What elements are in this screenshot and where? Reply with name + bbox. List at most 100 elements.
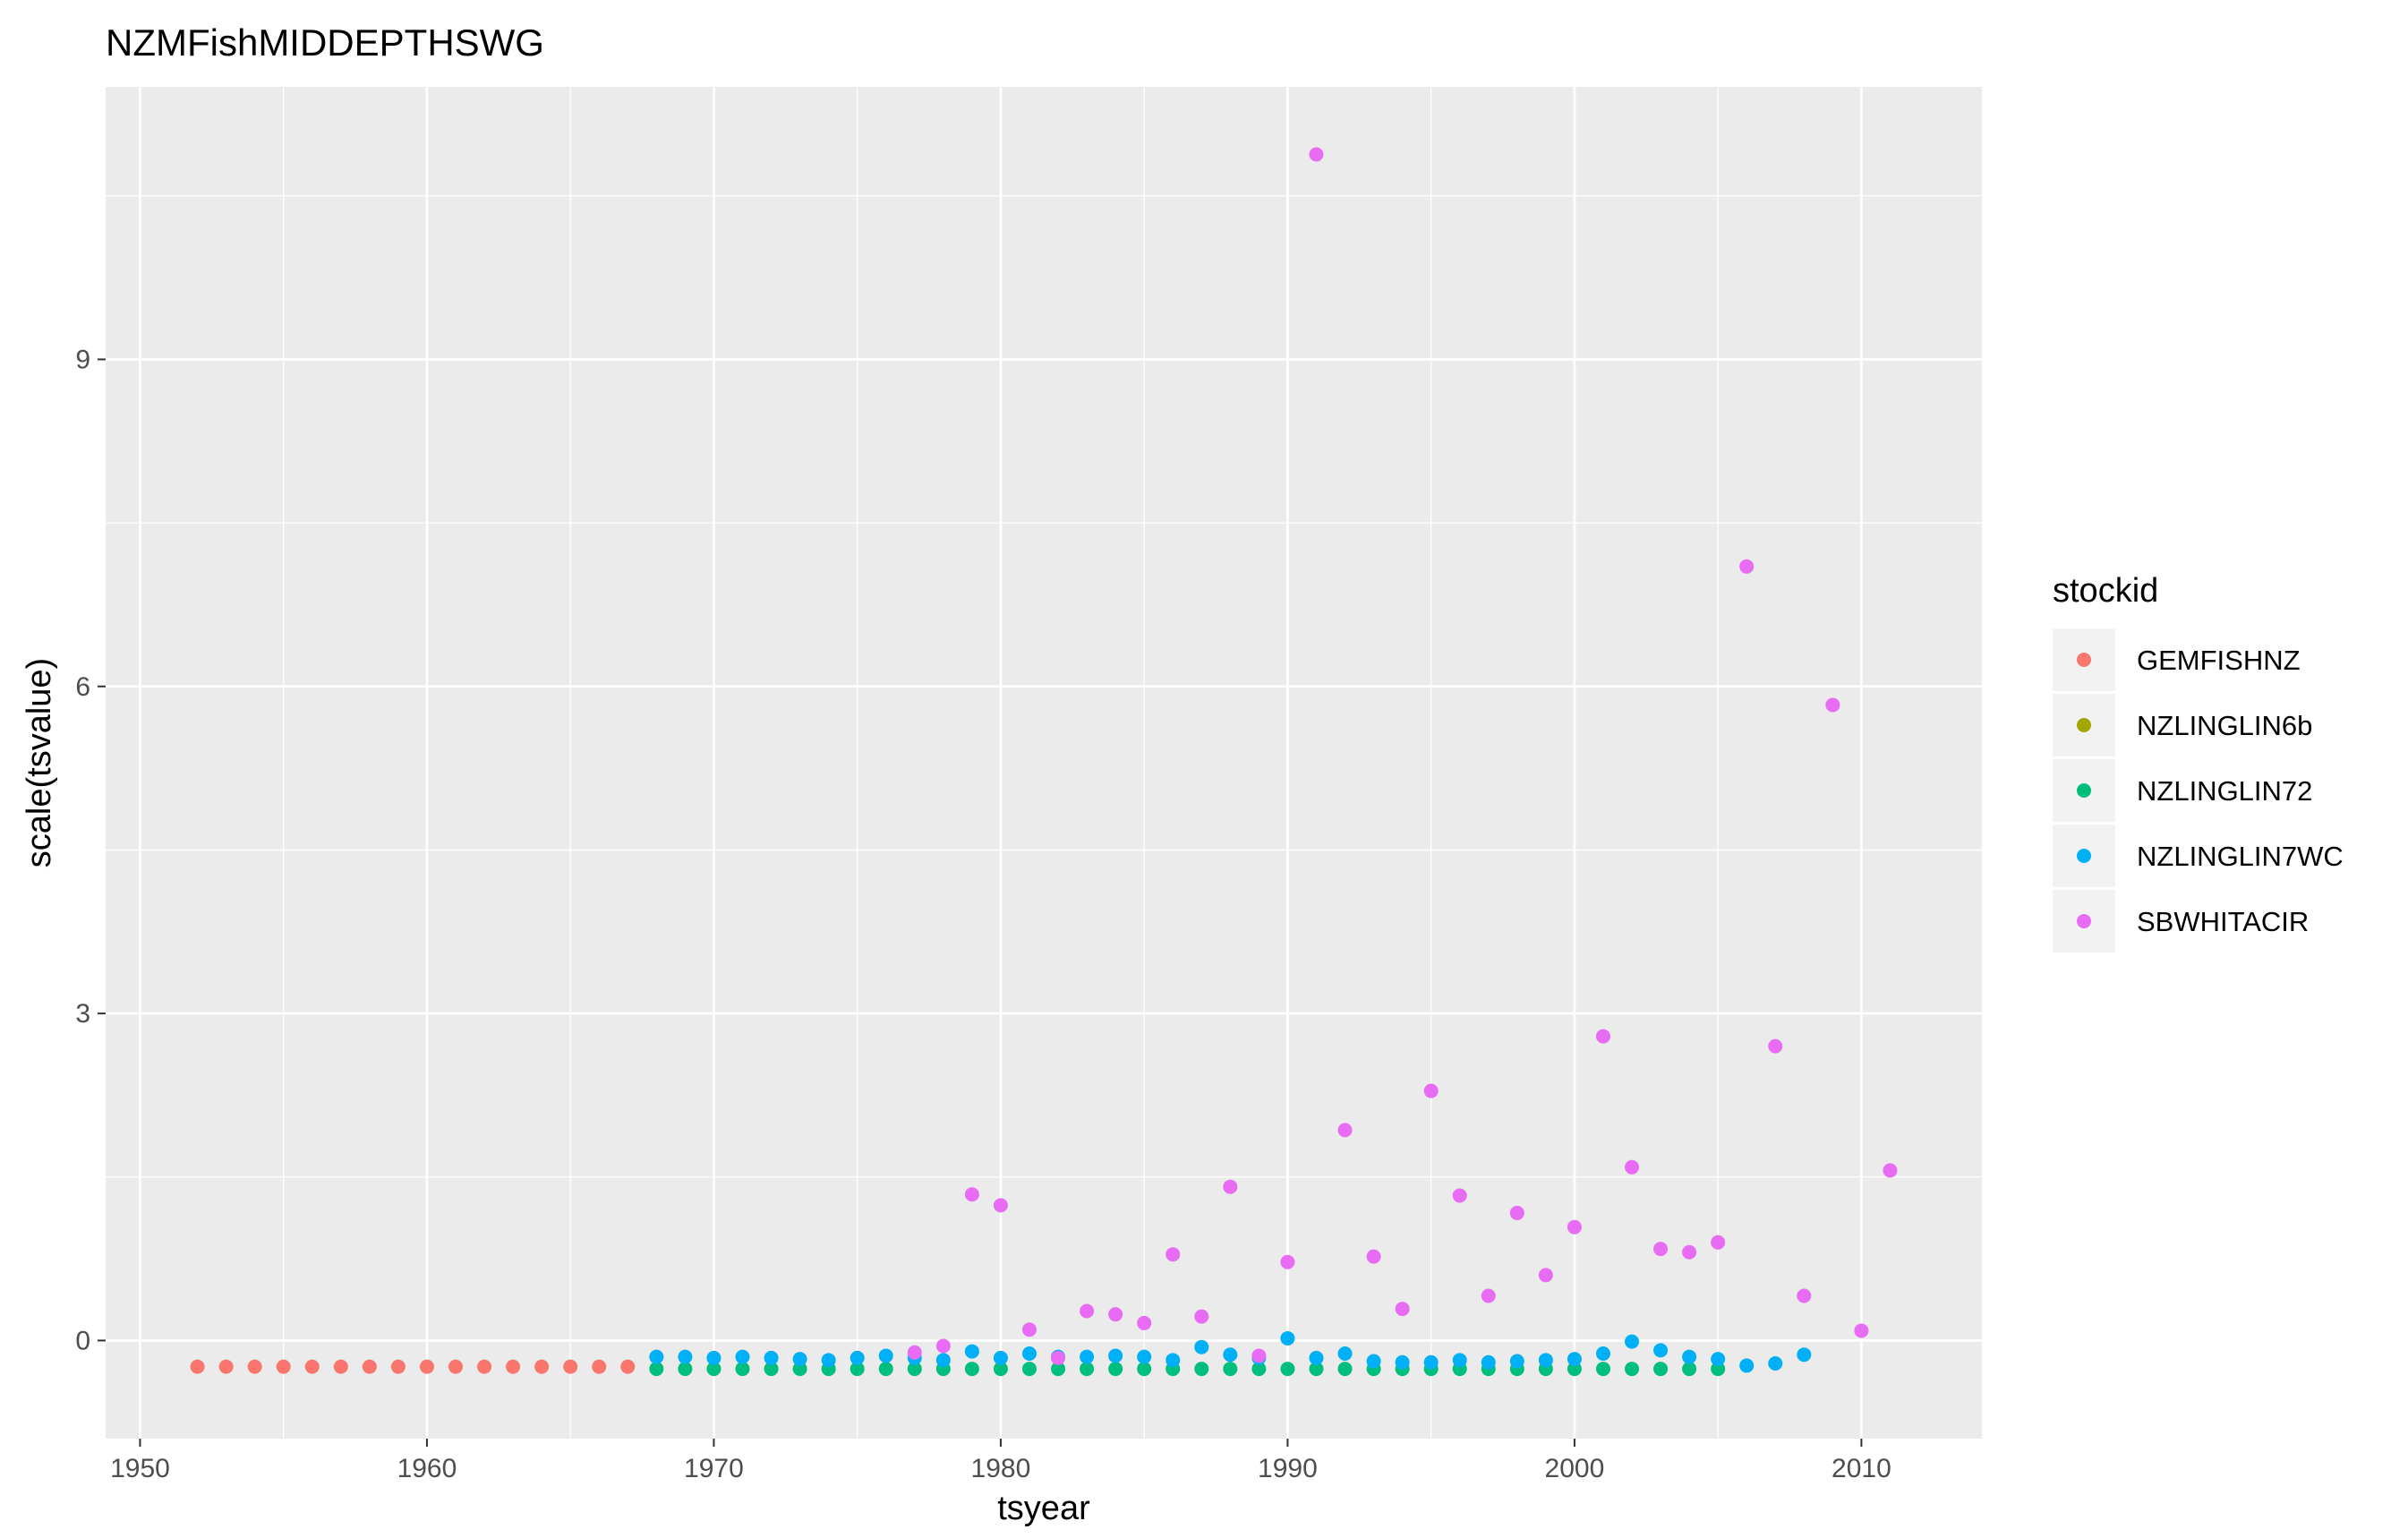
- point-sbwhitacir: [1625, 1159, 1640, 1175]
- point-nzlinglin72: [678, 1362, 693, 1377]
- point-nzlinglin72: [993, 1362, 1008, 1377]
- legend-symbol: [2077, 718, 2091, 732]
- point-nzlinglin7wc: [1768, 1355, 1783, 1371]
- point-nzlinglin7wc: [1108, 1348, 1123, 1363]
- point-nzlinglin7wc: [1653, 1343, 1669, 1358]
- point-gemfishnz: [247, 1359, 262, 1374]
- point-sbwhitacir: [1739, 559, 1755, 574]
- point-nzlinglin7wc: [993, 1350, 1008, 1365]
- point-nzlinglin7wc: [1337, 1346, 1353, 1362]
- point-sbwhitacir: [1797, 1288, 1812, 1303]
- point-sbwhitacir: [1682, 1244, 1697, 1260]
- point-nzlinglin7wc: [878, 1348, 893, 1363]
- legend-symbol: [2077, 653, 2091, 667]
- point-gemfishnz: [190, 1359, 205, 1374]
- point-nzlinglin7wc: [1137, 1349, 1152, 1364]
- point-sbwhitacir: [1137, 1315, 1152, 1330]
- point-gemfishnz: [218, 1359, 234, 1374]
- point-sbwhitacir: [1595, 1029, 1610, 1044]
- point-nzlinglin7wc: [1309, 1350, 1324, 1365]
- point-nzlinglin7wc: [821, 1353, 836, 1368]
- point-sbwhitacir: [1366, 1249, 1381, 1264]
- point-sbwhitacir: [1337, 1123, 1353, 1138]
- point-sbwhitacir: [1653, 1242, 1669, 1257]
- x-tick-label: 2010: [1832, 1454, 1891, 1483]
- point-sbwhitacir: [1021, 1322, 1037, 1337]
- legend-symbol: [2077, 914, 2091, 928]
- point-sbwhitacir: [993, 1198, 1008, 1213]
- point-nzlinglin72: [1021, 1362, 1037, 1377]
- point-sbwhitacir: [1509, 1205, 1524, 1220]
- point-nzlinglin72: [792, 1362, 807, 1377]
- legend: stockid GEMFISHNZ NZLINGLIN6b NZLINGLIN72 N…: [2053, 572, 2344, 953]
- point-nzlinglin7wc: [678, 1349, 693, 1364]
- point-gemfishnz: [506, 1359, 521, 1374]
- y-tick-label: 3: [75, 999, 90, 1029]
- point-nzlinglin7wc: [1595, 1346, 1610, 1362]
- point-nzlinglin72: [1251, 1362, 1267, 1377]
- legend-label: GEMFISHNZ: [2137, 645, 2301, 676]
- point-gemfishnz: [448, 1359, 463, 1374]
- point-nzlinglin72: [1223, 1362, 1238, 1377]
- point-nzlinglin7wc: [792, 1352, 807, 1367]
- point-sbwhitacir: [1080, 1303, 1095, 1319]
- point-nzlinglin7wc: [1166, 1353, 1181, 1368]
- point-nzlinglin72: [964, 1362, 979, 1377]
- point-sbwhitacir: [1825, 697, 1840, 713]
- y-axis-title: scale(tsvalue): [21, 658, 58, 867]
- point-nzlinglin72: [1309, 1362, 1324, 1377]
- x-axis-title: tsyear: [997, 1490, 1090, 1527]
- point-sbwhitacir: [1166, 1247, 1181, 1262]
- point-nzlinglin72: [1194, 1362, 1209, 1377]
- point-sbwhitacir: [1395, 1302, 1410, 1317]
- point-sbwhitacir: [1309, 147, 1324, 162]
- point-sbwhitacir: [1883, 1163, 1898, 1178]
- point-nzlinglin72: [1567, 1362, 1582, 1377]
- point-sbwhitacir: [907, 1345, 922, 1360]
- point-gemfishnz: [276, 1359, 291, 1374]
- point-nzlinglin72: [706, 1362, 722, 1377]
- point-nzlinglin72: [649, 1362, 664, 1377]
- point-nzlinglin7wc: [1223, 1347, 1238, 1363]
- point-gemfishnz: [419, 1359, 434, 1374]
- y-axis-ticks: 0 3 6 9: [75, 345, 106, 1355]
- point-nzlinglin72: [1051, 1362, 1066, 1377]
- minor-grid: [106, 87, 1982, 1439]
- point-nzlinglin7wc: [1481, 1354, 1496, 1370]
- point-nzlinglin7wc: [735, 1349, 750, 1364]
- major-grid: [106, 87, 1982, 1439]
- x-tick-label: 1970: [684, 1454, 744, 1483]
- point-nzlinglin72: [764, 1362, 779, 1377]
- point-gemfishnz: [333, 1359, 348, 1374]
- point-sbwhitacir: [1567, 1219, 1582, 1235]
- point-gemfishnz: [534, 1359, 550, 1374]
- x-tick-label: 1990: [1258, 1454, 1318, 1483]
- point-nzlinglin7wc: [1711, 1352, 1726, 1367]
- point-nzlinglin72: [1337, 1362, 1353, 1377]
- y-tick-label: 9: [75, 345, 90, 374]
- point-sbwhitacir: [1051, 1350, 1066, 1365]
- point-nzlinglin7wc: [1080, 1349, 1095, 1364]
- point-nzlinglin72: [1711, 1362, 1726, 1377]
- data-points: [190, 147, 1898, 1377]
- point-gemfishnz: [477, 1359, 492, 1374]
- point-sbwhitacir: [1223, 1179, 1238, 1194]
- point-nzlinglin7wc: [1395, 1354, 1410, 1370]
- legend-title: stockid: [2053, 572, 2158, 610]
- point-nzlinglin72: [1682, 1362, 1697, 1377]
- point-sbwhitacir: [1423, 1083, 1439, 1098]
- point-sbwhitacir: [1452, 1188, 1467, 1203]
- point-nzlinglin72: [1280, 1362, 1295, 1377]
- point-nzlinglin7wc: [764, 1350, 779, 1365]
- point-sbwhitacir: [1108, 1307, 1123, 1322]
- point-sbwhitacir: [1768, 1038, 1783, 1054]
- point-nzlinglin7wc: [706, 1350, 722, 1365]
- legend-items: GEMFISHNZ NZLINGLIN6b NZLINGLIN72 NZLINGLIN…: [2053, 628, 2344, 953]
- point-sbwhitacir: [1280, 1254, 1295, 1269]
- point-nzlinglin72: [1653, 1362, 1669, 1377]
- point-sbwhitacir: [1481, 1288, 1496, 1303]
- x-tick-label: 2000: [1545, 1454, 1605, 1483]
- point-nzlinglin72: [1595, 1362, 1610, 1377]
- point-nzlinglin7wc: [1538, 1353, 1553, 1368]
